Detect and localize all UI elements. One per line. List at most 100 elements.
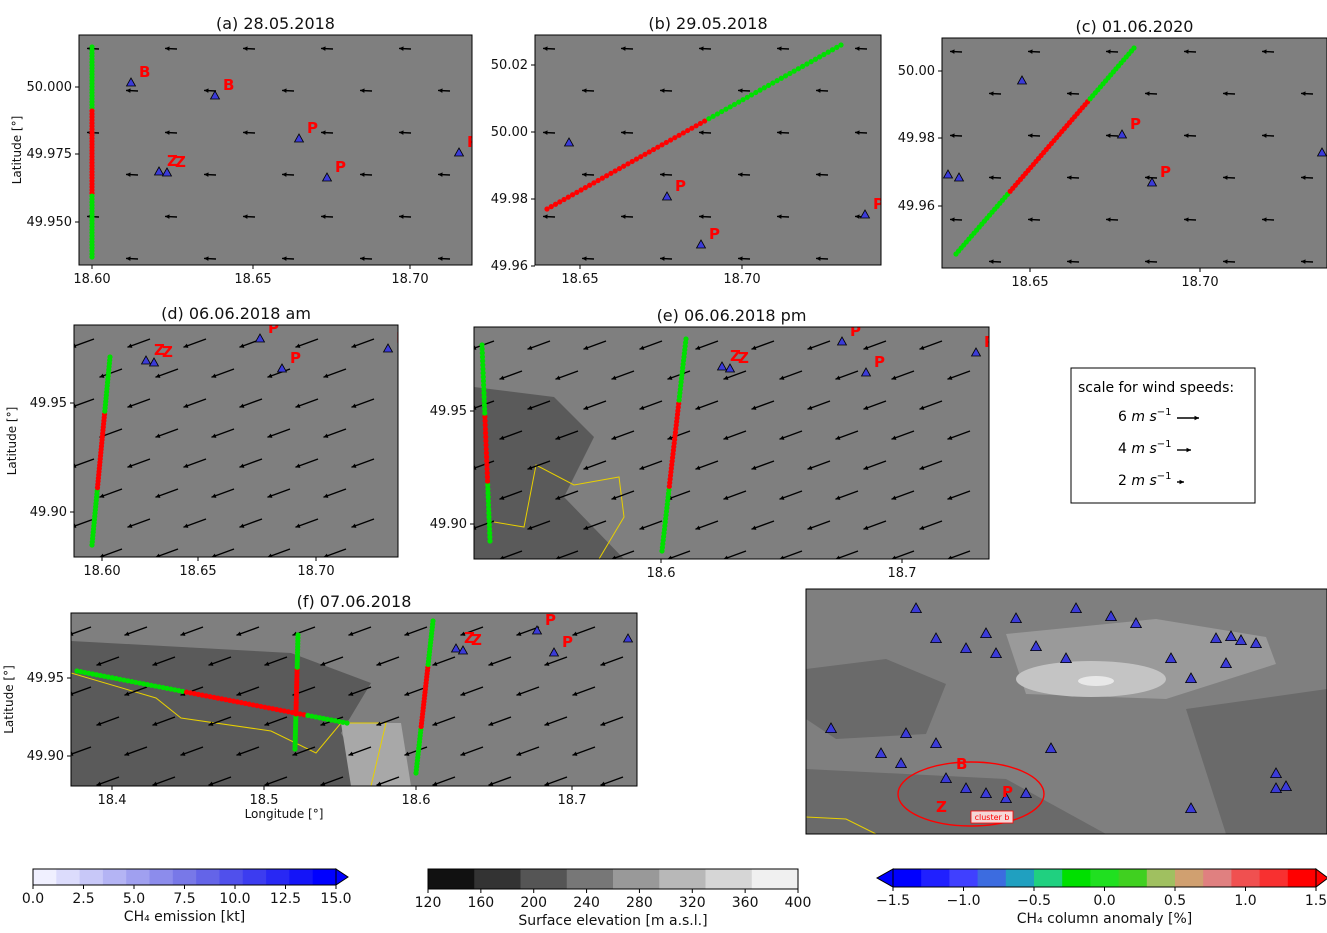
x-tick-label: 18.7 — [558, 793, 587, 808]
colorbar-label: CH₄ column anomaly [%] — [1017, 911, 1192, 927]
track-point — [736, 99, 742, 105]
colorbar-segment — [266, 869, 290, 885]
source-marker — [929, 737, 943, 748]
track-point — [486, 526, 493, 532]
source-label-z: Z — [738, 349, 749, 367]
wind-arrow-head — [639, 405, 645, 410]
panel-title-e: (e) 06.06.2018 pm — [657, 306, 807, 325]
colorbar-segment — [1259, 869, 1289, 887]
colorbar-segment — [56, 869, 81, 885]
y-axis-label: Latitude [°] — [10, 116, 24, 185]
track-point — [117, 676, 123, 682]
wind-arrow-head — [71, 691, 74, 696]
track-point — [479, 346, 485, 352]
source-label-p: P — [396, 329, 407, 347]
wind-arrow-head — [320, 781, 326, 786]
wind-arrow-head — [183, 463, 189, 468]
wind-arrow-head — [282, 88, 287, 93]
source-marker — [959, 782, 973, 793]
wind-arrow-head — [155, 433, 161, 438]
wind-arrow-head — [695, 345, 701, 350]
track-point — [482, 414, 488, 420]
track-point — [821, 51, 827, 58]
wind-arrow-head — [527, 525, 533, 530]
wind-arrow-head — [126, 172, 131, 177]
wind-arrow-head — [583, 345, 589, 350]
track-point — [242, 700, 248, 707]
wind-arrow-head — [127, 403, 133, 408]
wind-arrow-head — [1145, 175, 1150, 180]
track-point — [706, 116, 712, 122]
source-label-z: Z — [464, 629, 475, 647]
wind-arrow-head — [183, 343, 189, 348]
track-point — [485, 486, 491, 492]
colorbar-tick-label: 1.0 — [1234, 893, 1256, 909]
track-point — [78, 669, 84, 675]
wind-arrow-head — [323, 373, 329, 378]
panel-a: B B P P P ZZ (a) 28.05.2018 18.60 18.65 18.70 49.9… — [10, 14, 473, 287]
wind-arrow-head — [460, 751, 466, 756]
border-line — [493, 464, 625, 559]
track-point — [800, 63, 806, 69]
wind-scale-entry: 6 m s−1 — [1118, 407, 1172, 425]
y-tick-label: 49.95 — [27, 671, 64, 686]
colorbar-frame — [427, 868, 799, 890]
wind-arrow-head — [621, 46, 626, 51]
panel-title-a: (a) 28.05.2018 — [216, 14, 335, 33]
wind-arrow-head — [723, 555, 729, 559]
source-marker — [1209, 632, 1223, 643]
source-marker — [942, 169, 954, 179]
track-point — [164, 685, 170, 691]
wind-arrow-head — [621, 214, 626, 219]
wind-arrow-head — [321, 130, 326, 135]
wind-arrow-head — [543, 214, 548, 219]
x-tick-label: 18.65 — [179, 564, 216, 579]
wind-arrow-head — [155, 553, 161, 557]
source-label-b: B — [223, 76, 234, 94]
source-marker — [874, 747, 888, 758]
source-marker — [1129, 617, 1143, 628]
track-point — [642, 151, 648, 157]
track-point — [137, 680, 143, 686]
wind-arrow-head — [947, 495, 953, 500]
wind-arrow-head — [555, 435, 561, 440]
track-point — [685, 127, 691, 134]
colorbar-segment — [1062, 869, 1091, 887]
colorbar-tick-label: 0.0 — [22, 891, 44, 907]
wind-arrow-head — [751, 525, 757, 530]
source-marker — [716, 361, 728, 371]
colorbar-tick-label: 0.0 — [1093, 893, 1115, 909]
x-axis-label: Longitude [°] — [245, 807, 324, 821]
source-marker — [450, 643, 462, 653]
track-point — [638, 154, 644, 160]
source-marker — [140, 355, 152, 365]
map-area: B B P P P ZZ — [79, 35, 472, 265]
track-point — [215, 695, 221, 701]
wind-arrow-head — [611, 375, 617, 380]
wind-arrow-head — [555, 375, 561, 380]
wind-arrow-head — [321, 214, 326, 219]
track-point — [160, 684, 166, 691]
colorbar-segment — [921, 869, 950, 887]
track-point — [702, 118, 708, 124]
axes-frame — [73, 324, 399, 558]
track-point — [480, 374, 486, 380]
track-point — [480, 378, 487, 384]
wind-arrow-head — [474, 345, 477, 350]
colorbar-segment — [1005, 869, 1035, 887]
track-point — [480, 366, 486, 372]
track-point — [289, 709, 295, 716]
wind-arrow-head — [320, 661, 326, 666]
track-point — [313, 714, 319, 720]
track-point — [328, 717, 334, 723]
wind-arrow-head — [74, 463, 77, 468]
wind-arrow-head — [282, 256, 287, 261]
wind-arrow-head — [264, 721, 270, 726]
track-point — [172, 687, 178, 693]
wind-arrow-head — [835, 495, 841, 500]
track-point — [113, 675, 119, 682]
track-point — [791, 68, 797, 74]
source-marker — [1019, 787, 1033, 798]
wind-arrow-head — [74, 523, 77, 528]
